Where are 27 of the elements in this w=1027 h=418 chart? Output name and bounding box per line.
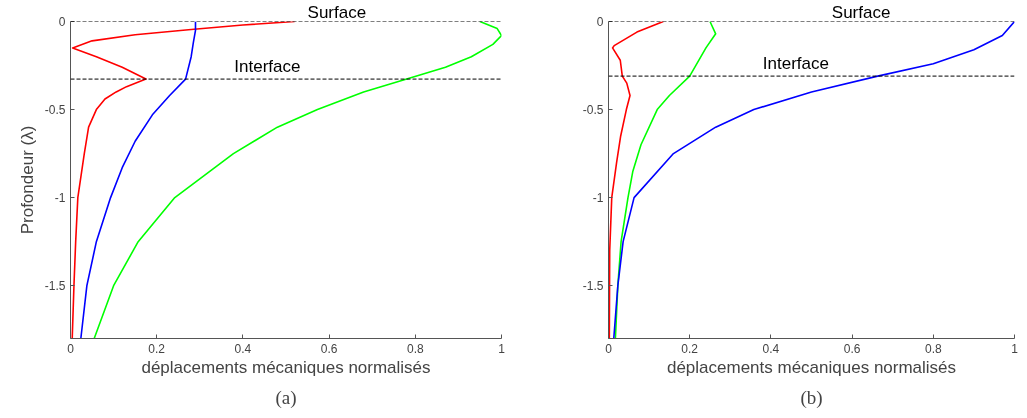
x-tick-label: 0.4 [234, 341, 252, 356]
text: (b) [800, 386, 823, 409]
y-tick-label: -1.5 [44, 279, 66, 294]
x-tick-label: 0.2 [681, 341, 699, 356]
x-tick-label: 0.4 [762, 341, 780, 356]
y-axis-title: Profondeur (λ) [17, 125, 37, 235]
x-axis-title: déplacements mécaniques normalisés [666, 357, 957, 377]
x-axis-title: déplacements mécaniques normalisés [141, 357, 431, 377]
x-tick-label: 1 [498, 341, 506, 356]
ref-line-label: Interface [762, 54, 829, 74]
x-tick-label: 0.8 [924, 341, 942, 356]
x-tick-label: 0.6 [320, 341, 338, 356]
x-tick-label: 1 [1011, 341, 1019, 356]
x-tick-label: 0.8 [406, 341, 424, 356]
y-tick-label: -1.5 [582, 279, 604, 294]
ref-line-label: Interface [234, 57, 301, 77]
y-tick-label: 0 [596, 15, 604, 29]
x-tick-label: 0.6 [843, 341, 861, 356]
text: (a) [275, 386, 297, 409]
x-tick-label: 0.2 [148, 341, 166, 356]
ref-line-label: Surface [831, 2, 891, 22]
y-tick-label: -0.5 [582, 103, 604, 118]
y-tick-label: -1 [54, 191, 66, 206]
y-tick-label: 0 [58, 15, 66, 29]
y-tick-label: -1 [592, 191, 604, 206]
y-tick-label: -0.5 [44, 103, 66, 118]
ref-line-label: Surface [307, 2, 367, 22]
